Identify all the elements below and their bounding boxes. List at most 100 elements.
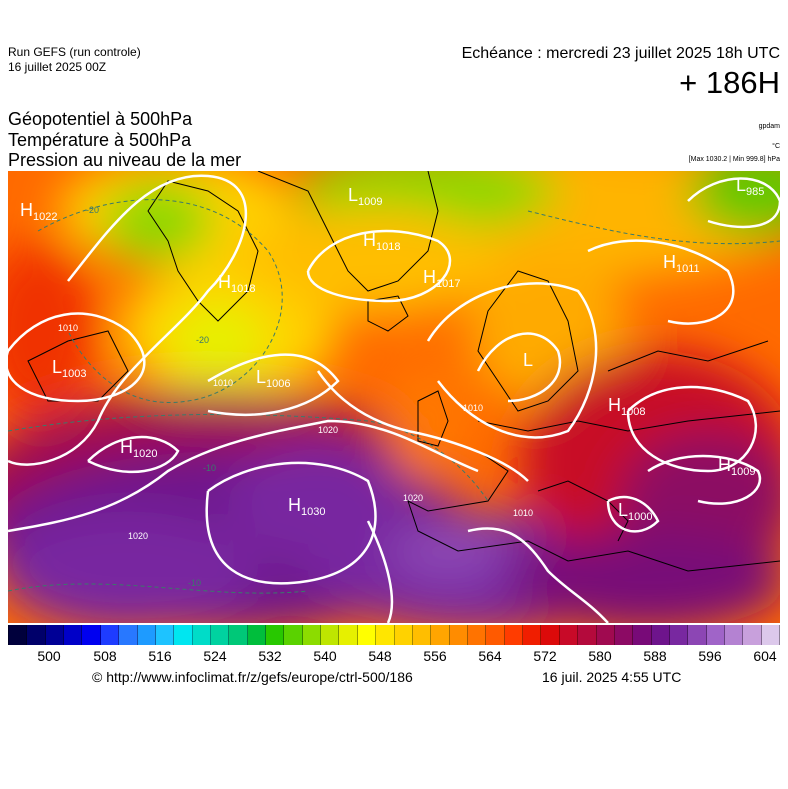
colorbar-swatch: [8, 625, 28, 645]
temperature-value-label: -20: [86, 205, 99, 215]
pressure-center-label: L1009: [348, 185, 383, 208]
colorbar-tick-label: 564: [478, 648, 502, 664]
forecast-valid-time: Echéance : mercredi 23 juillet 2025 18h …: [461, 45, 780, 62]
colorbar-tick-label: 516: [148, 648, 172, 664]
colorbar-swatch: [100, 625, 120, 645]
run-title: Run GEFS (run controle): [8, 45, 141, 59]
colorbar-swatch: [119, 625, 138, 645]
pressure-center-label: L1003: [52, 357, 87, 380]
parameter-geopotential: Géopotentiel à 500hPa: [8, 109, 193, 129]
colorbar-tick-label: 596: [698, 648, 722, 664]
colorbar-swatch: [431, 625, 450, 645]
colorbar-swatch: [284, 625, 303, 645]
parameter-mslp: Pression au niveau de la mer: [8, 150, 242, 170]
parameter-temperature: Température à 500hPa: [8, 130, 192, 150]
pressure-centers: H1022 L1009 H1018 H1018 H1017 L1003 L1006 H1020…: [20, 175, 764, 523]
isobar-value-label: 1010: [463, 403, 483, 413]
run-date: 16 juillet 2025 00Z: [8, 60, 107, 74]
colorbar-swatch: [266, 625, 285, 645]
colorbar-swatch: [64, 625, 83, 645]
forecast-hour: + 186H: [679, 65, 780, 100]
colorbar-swatch: [137, 625, 156, 645]
pressure-center-label: H1008: [608, 395, 645, 418]
colorbar-swatch: [725, 625, 744, 645]
credit-link[interactable]: © http://www.infoclimat.fr/z/gefs/europe…: [92, 669, 413, 685]
isobar-value-label: 1010: [213, 378, 233, 388]
colorbar-tick-label: 580: [588, 648, 612, 664]
temperature-value-label: -10: [188, 578, 201, 588]
colorbar-swatch: [357, 625, 377, 645]
temperature-isotherms: [8, 199, 780, 594]
colorbar-swatch: [651, 625, 670, 645]
colorbar-swatch: [376, 625, 395, 645]
temperature-value-label: -20: [196, 335, 209, 345]
isobars: [8, 174, 780, 623]
colorbar-swatch: [210, 625, 230, 645]
colorbar-swatch: [339, 625, 358, 645]
isobar-value-label: 1010: [58, 323, 78, 333]
pressure-center-label: L: [523, 350, 533, 370]
colorbar-tick-label: 572: [533, 648, 557, 664]
colorbar-swatch: [559, 625, 579, 645]
colorbar-tick-label: 500: [37, 648, 61, 664]
colorbar-swatch: [523, 625, 542, 645]
colorbar-swatch: [669, 625, 689, 645]
colorbar-swatch: [504, 625, 524, 645]
isobar-value-label: 1020: [128, 531, 148, 541]
unit-pressure-range: [Max 1030.2 | Min 999.8] hPa: [688, 156, 780, 163]
unit-celsius: °C: [772, 143, 780, 150]
pressure-center-label: H1011: [663, 252, 700, 275]
pressure-center-label: H1018: [218, 272, 255, 295]
isobar-value-label: 1020: [403, 493, 423, 503]
colorbar-swatch: [394, 625, 413, 645]
colorbar-swatch: [174, 625, 193, 645]
colorbar-swatch: [633, 625, 652, 645]
colorbar-swatch: [449, 625, 468, 645]
colorbar-swatch: [541, 625, 560, 645]
colorbar-swatch: [27, 625, 46, 645]
colorbar-tick-label: 548: [368, 648, 392, 664]
colorbar-swatch: [596, 625, 615, 645]
colorbar-swatch: [155, 625, 175, 645]
temperature-value-labels: -20 -20 -10 -10: [86, 205, 216, 588]
pressure-center-label: L985: [736, 175, 764, 198]
pressure-center-label: H1022: [20, 200, 57, 223]
colorbar-swatch: [743, 625, 762, 645]
pressure-center-label: H1009: [718, 455, 755, 478]
colorbar-swatch: [247, 625, 267, 645]
pressure-center-label: H1018: [363, 230, 400, 253]
colorbar-swatch: [192, 625, 211, 645]
colorbar-swatch: [302, 625, 322, 645]
colorbar-tick-label: 524: [203, 648, 227, 664]
colorbar-swatch: [578, 625, 597, 645]
colorbar-swatch: [82, 625, 101, 645]
isobar-value-label: 1020: [318, 425, 338, 435]
colorbar-swatch: [486, 625, 505, 645]
colorbar-swatch: [321, 625, 340, 645]
colorbar: [8, 625, 781, 645]
colorbar-tick-label: 532: [258, 648, 282, 664]
pressure-center-label: H1030: [288, 495, 325, 518]
isobar-value-label: 1010: [513, 508, 533, 518]
coastlines: [27, 171, 780, 572]
colorbar-swatch: [614, 625, 634, 645]
pressure-center-label: H1017: [423, 267, 460, 290]
colorbar-swatch: [706, 625, 726, 645]
colorbar-swatch: [688, 625, 707, 645]
isobar-value-labels: 1010 1010 1010 1020 1020 1020 1010: [58, 323, 533, 541]
generation-time: 16 juil. 2025 4:55 UTC: [542, 669, 682, 685]
colorbar-swatch: [761, 625, 781, 645]
weather-map: H1022 L1009 H1018 H1018 H1017 L1003 L1006 H1020…: [8, 171, 780, 623]
pressure-center-label: H1020: [120, 437, 157, 460]
pressure-center-label: L1006: [256, 367, 291, 390]
colorbar-swatch: [229, 625, 248, 645]
colorbar-tick-label: 604: [753, 648, 777, 664]
geopotential-field: [8, 171, 780, 623]
colorbar-tick-label: 588: [643, 648, 667, 664]
colorbar-swatch: [45, 625, 65, 645]
colorbar-tick-label: 556: [423, 648, 447, 664]
unit-gpdam: gpdam: [758, 123, 780, 130]
colorbar-tick-label: 508: [93, 648, 117, 664]
colorbar-swatch: [467, 625, 487, 645]
temperature-value-label: -10: [203, 463, 216, 473]
